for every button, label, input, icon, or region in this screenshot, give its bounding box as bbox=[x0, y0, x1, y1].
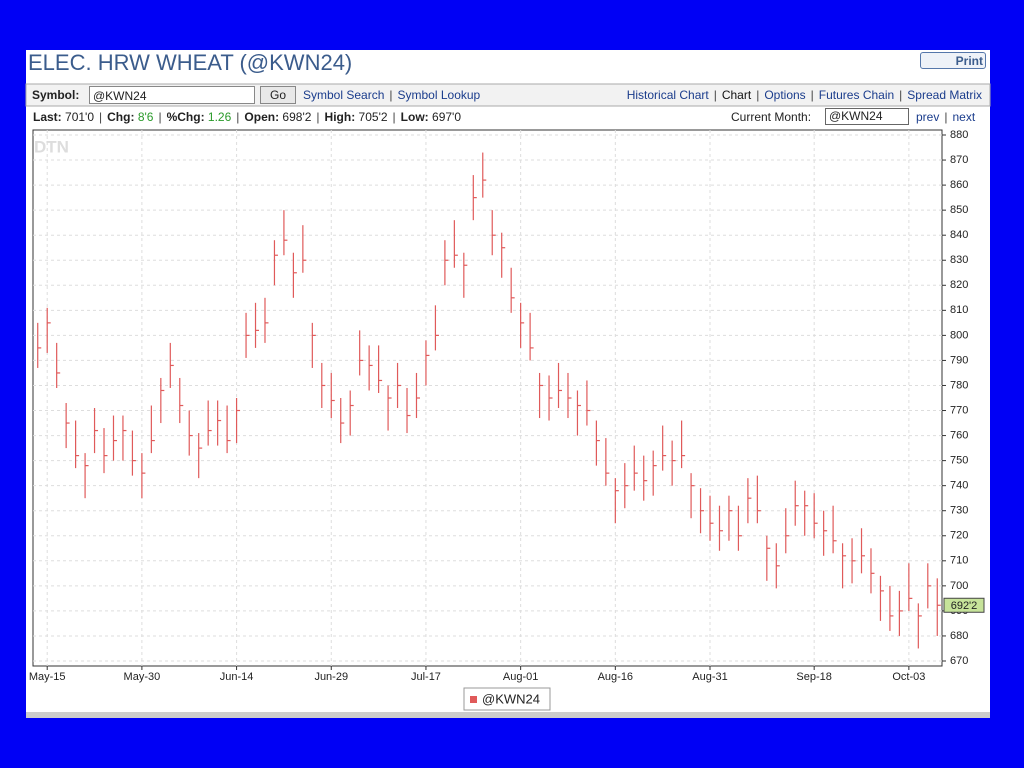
y-tick-label: 700 bbox=[950, 580, 968, 592]
quote-line: Last: 701'0 | Chg: 8'6 | %Chg: 1.26 | Open: 69… bbox=[33, 110, 461, 124]
separator: | bbox=[316, 110, 320, 124]
link[interactable]: Symbol Search bbox=[303, 88, 385, 102]
separator: | bbox=[392, 110, 396, 124]
separator: | bbox=[389, 88, 393, 102]
y-tick-label: 870 bbox=[950, 154, 968, 166]
y-tick-label: 750 bbox=[950, 455, 968, 467]
quote-label: Open: bbox=[244, 110, 280, 124]
link[interactable]: Futures Chain bbox=[818, 88, 895, 102]
x-tick-label: Oct-03 bbox=[892, 671, 925, 683]
y-tick-label: 850 bbox=[950, 204, 968, 216]
quote-label: Low: bbox=[400, 110, 429, 124]
legend-label: @KWN24 bbox=[482, 691, 540, 706]
go-button[interactable]: Go bbox=[260, 86, 296, 104]
x-tick-label: Aug-16 bbox=[598, 671, 633, 683]
y-tick-label: 820 bbox=[950, 279, 968, 291]
y-tick-label: 720 bbox=[950, 530, 968, 542]
prev-next: prev | next bbox=[916, 110, 975, 124]
x-tick-label: Jul-17 bbox=[411, 671, 441, 683]
y-tick-label: 860 bbox=[950, 179, 968, 191]
quote-label: Last: bbox=[33, 110, 62, 124]
symbol-input[interactable]: @KWN24 bbox=[89, 86, 255, 104]
separator: | bbox=[713, 88, 717, 102]
next-link[interactable]: next bbox=[952, 110, 976, 124]
y-tick-label: 680 bbox=[950, 630, 968, 642]
separator: | bbox=[810, 88, 814, 102]
link[interactable]: Chart bbox=[721, 88, 752, 102]
symbol-label: Symbol: bbox=[32, 88, 80, 102]
x-tick-label: Aug-01 bbox=[503, 671, 538, 683]
legend-box bbox=[463, 687, 551, 711]
y-tick-label: 670 bbox=[950, 655, 968, 667]
x-tick-label: Jun-29 bbox=[314, 671, 348, 683]
quote-value: 8'6 bbox=[137, 110, 154, 124]
quote-value: 697'0 bbox=[432, 110, 462, 124]
y-tick-label: 780 bbox=[950, 379, 968, 391]
y-tick-label: 740 bbox=[950, 480, 968, 492]
quote-value: 705'2 bbox=[358, 110, 388, 124]
x-tick-label: May-30 bbox=[124, 671, 161, 683]
page-title: ELEC. HRW WHEAT (@KWN24) bbox=[28, 50, 353, 75]
link[interactable]: Options bbox=[764, 88, 806, 102]
prev-link[interactable]: prev bbox=[916, 110, 940, 124]
last-price-tag bbox=[943, 597, 985, 613]
links-left: Symbol Search | Symbol Lookup bbox=[303, 88, 480, 102]
y-tick-label: 770 bbox=[950, 404, 968, 416]
plot-area bbox=[32, 129, 943, 667]
x-tick-label: May-15 bbox=[29, 671, 66, 683]
separator: | bbox=[756, 88, 760, 102]
links-right: Historical Chart | Chart | Options | Futures C… bbox=[627, 88, 982, 102]
y-tick-label: 810 bbox=[950, 304, 968, 316]
y-tick-label: 880 bbox=[950, 129, 968, 141]
quote-value: 698'2 bbox=[282, 110, 312, 124]
separator: | bbox=[899, 88, 903, 102]
x-tick-label: Jun-14 bbox=[220, 671, 254, 683]
quote-label: Chg: bbox=[107, 110, 135, 124]
separator: | bbox=[99, 110, 103, 124]
quote-value: 701'0 bbox=[65, 110, 95, 124]
footer-strip bbox=[26, 712, 990, 718]
y-tick-label: 790 bbox=[950, 354, 968, 366]
last-price-label: 692'2 bbox=[951, 600, 978, 612]
quote-value: 1.26 bbox=[207, 110, 232, 124]
y-tick-label: 710 bbox=[950, 555, 968, 567]
separator: | bbox=[944, 110, 948, 124]
link[interactable]: Symbol Lookup bbox=[397, 88, 481, 102]
current-month-label: Current Month: bbox=[731, 110, 812, 124]
y-tick-label: 760 bbox=[950, 429, 968, 441]
quote-label: %Chg: bbox=[166, 110, 205, 124]
print-button[interactable]: Print bbox=[920, 52, 986, 69]
quote-label: High: bbox=[324, 110, 356, 124]
y-tick-label: 830 bbox=[950, 254, 968, 266]
legend-swatch bbox=[470, 696, 477, 703]
separator: | bbox=[158, 110, 162, 124]
link[interactable]: Spread Matrix bbox=[907, 88, 982, 102]
y-tick-label: 840 bbox=[950, 229, 968, 241]
month-select[interactable]: @KWN24 bbox=[825, 108, 909, 125]
separator: | bbox=[236, 110, 240, 124]
x-tick-label: Aug-31 bbox=[692, 671, 727, 683]
watermark: DTN bbox=[34, 137, 69, 156]
y-tick-label: 730 bbox=[950, 505, 968, 517]
link[interactable]: Historical Chart bbox=[626, 88, 709, 102]
x-tick-label: Sep-18 bbox=[796, 671, 831, 683]
y-tick-label: 800 bbox=[950, 329, 968, 341]
